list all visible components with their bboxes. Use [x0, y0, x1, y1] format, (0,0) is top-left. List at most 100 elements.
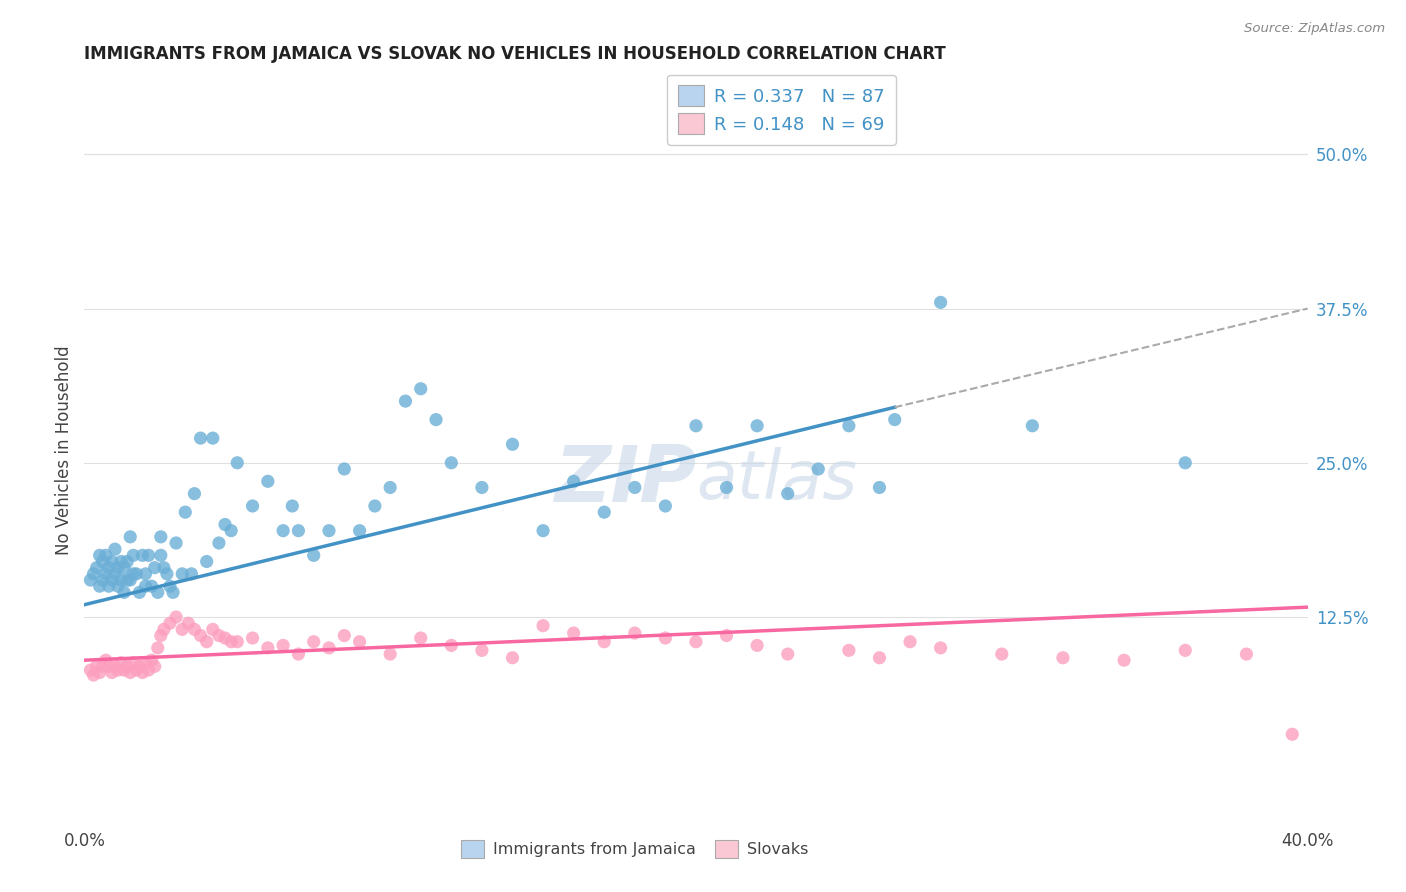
Point [271, 639, 294, 653]
Point [624, 481, 647, 495]
Text: atlas: atlas [696, 447, 858, 513]
Point [219, 634, 242, 648]
Point [138, 549, 160, 563]
Point [97, 579, 120, 593]
Point [112, 585, 135, 599]
Point [183, 623, 205, 637]
Point [624, 626, 647, 640]
Point [107, 579, 129, 593]
Point [115, 554, 138, 569]
Point [1021, 418, 1043, 433]
Point [101, 554, 124, 569]
Point [593, 505, 616, 519]
Point [79, 573, 101, 587]
Point [149, 549, 172, 563]
Point [425, 412, 447, 426]
Point [131, 665, 153, 680]
Point [929, 640, 952, 655]
Point [318, 524, 340, 538]
Point [110, 656, 132, 670]
Point [153, 623, 176, 637]
Point [409, 631, 432, 645]
Point [502, 650, 524, 665]
Point [1052, 650, 1074, 665]
Point [120, 530, 142, 544]
Point [302, 634, 325, 648]
Point [138, 663, 160, 677]
Point [869, 481, 891, 495]
Point [869, 650, 891, 665]
Point [149, 629, 172, 643]
Point [190, 431, 212, 445]
Point [183, 486, 205, 500]
Point [991, 647, 1014, 661]
Point [143, 560, 166, 574]
Point [165, 610, 187, 624]
Point [172, 623, 194, 637]
Point [162, 585, 184, 599]
Point [776, 647, 799, 661]
Point [271, 524, 294, 538]
Point [83, 668, 105, 682]
Point [91, 554, 114, 569]
Point [156, 566, 179, 581]
Point [1174, 643, 1197, 657]
Point [125, 566, 148, 581]
Point [122, 549, 145, 563]
Point [349, 524, 371, 538]
Point [716, 629, 738, 643]
Point [838, 418, 860, 433]
Point [807, 462, 830, 476]
Point [654, 499, 676, 513]
Point [107, 560, 129, 574]
Point [242, 499, 264, 513]
Point [104, 542, 127, 557]
Text: IMMIGRANTS FROM JAMAICA VS SLOVAK NO VEHICLES IN HOUSEHOLD CORRELATION CHART: IMMIGRANTS FROM JAMAICA VS SLOVAK NO VEH… [84, 45, 946, 63]
Point [104, 659, 127, 673]
Point [226, 456, 249, 470]
Point [716, 481, 738, 495]
Point [364, 499, 387, 513]
Point [135, 566, 157, 581]
Point [562, 626, 585, 640]
Point [86, 659, 108, 673]
Point [394, 394, 416, 409]
Point [838, 643, 860, 657]
Point [110, 554, 132, 569]
Y-axis label: No Vehicles in Household: No Vehicles in Household [55, 345, 73, 556]
Point [97, 659, 120, 673]
Point [177, 616, 200, 631]
Point [531, 524, 554, 538]
Point [89, 665, 111, 680]
Point [97, 560, 120, 574]
Point [257, 640, 280, 655]
Point [1236, 647, 1258, 661]
Point [89, 579, 111, 593]
Point [146, 640, 169, 655]
Point [242, 631, 264, 645]
Point [174, 505, 197, 519]
Point [281, 499, 304, 513]
Point [349, 634, 371, 648]
Point [112, 663, 135, 677]
Point [120, 573, 142, 587]
Point [214, 631, 236, 645]
Point [180, 566, 202, 581]
Point [131, 549, 153, 563]
Point [747, 639, 769, 653]
Point [654, 631, 676, 645]
Point [101, 573, 124, 587]
Point [125, 663, 148, 677]
Point [208, 629, 231, 643]
Point [333, 462, 356, 476]
Point [135, 579, 157, 593]
Point [122, 566, 145, 581]
Point [531, 618, 554, 632]
Point [94, 653, 117, 667]
Point [83, 566, 105, 581]
Point [141, 653, 163, 667]
Point [94, 566, 117, 581]
Point [883, 412, 905, 426]
Point [1174, 456, 1197, 470]
Point [929, 295, 952, 310]
